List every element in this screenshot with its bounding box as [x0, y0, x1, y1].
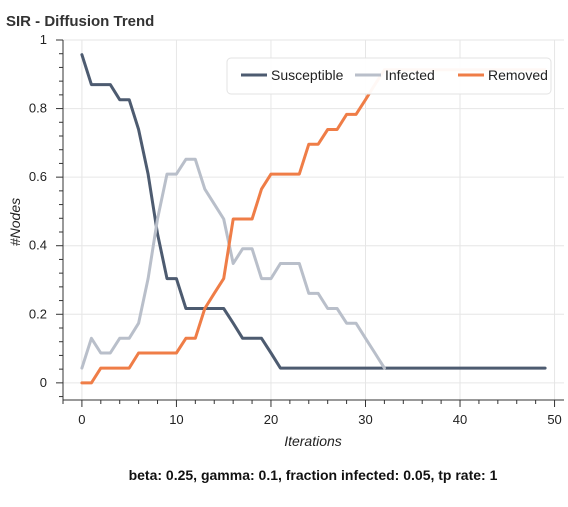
x-tick-label: 20 — [264, 412, 278, 427]
series-line-susceptible — [82, 55, 545, 368]
x-tick-label: 30 — [358, 412, 372, 427]
x-tick-label: 0 — [78, 412, 85, 427]
series-layer — [82, 55, 545, 383]
y-tick-label: 0.4 — [29, 238, 47, 253]
y-tick-label: 0 — [40, 375, 47, 390]
y-tick-label: 0.8 — [29, 101, 47, 116]
x-axis-label: Iterations — [284, 433, 342, 449]
legend-label-removed: Removed — [488, 67, 548, 83]
legend-label-susceptible: Susceptible — [271, 67, 344, 83]
x-tick-label: 50 — [547, 412, 561, 427]
series-line-removed — [82, 70, 545, 383]
legend: Susceptible Infected Removed — [227, 58, 551, 94]
y-tick-label: 0.6 — [29, 169, 47, 184]
series-line-infected — [82, 159, 385, 368]
y-tick-label: 0.2 — [29, 306, 47, 321]
chart-caption: beta: 0.25, gamma: 0.1, fraction infecte… — [129, 467, 498, 483]
x-tick-label: 10 — [169, 412, 183, 427]
legend-label-infected: Infected — [385, 67, 435, 83]
y-axis-label: #Nodes — [7, 198, 23, 246]
y-tick-label: 1 — [40, 32, 47, 47]
chart-title: SIR - Diffusion Trend — [6, 13, 154, 30]
x-tick-label: 40 — [453, 412, 467, 427]
